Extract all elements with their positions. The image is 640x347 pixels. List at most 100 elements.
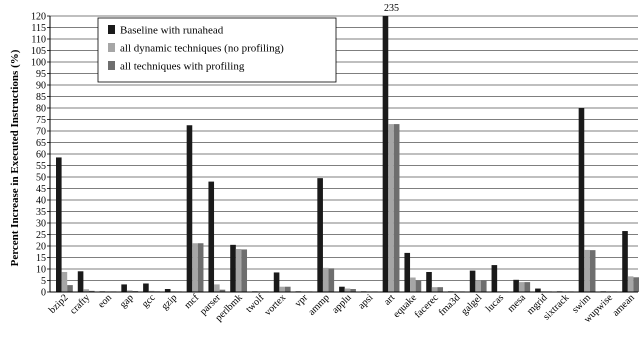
legend-label-series-2: all dynamic techniques (no profiling) [120,43,284,55]
legend-swatch-series-2 [108,43,115,52]
y-tick-label: 30 [36,219,46,230]
bar-mesa-series-1 [513,279,519,292]
y-axis-label: Percent Increase in Executed Instruction… [9,49,21,266]
y-tick-label: 55 [36,161,46,172]
legend-swatch-series-3 [108,61,115,70]
bar-applu-series-1 [339,286,345,292]
bar-ammp-series-1 [317,178,323,292]
bar-art-series-2 [388,124,394,292]
bar-ammp-series-3 [328,268,335,292]
bar-bzip2-series-3 [67,285,73,292]
bar-parser-series-2 [214,284,220,292]
bar-perlbmk-series-2 [235,248,242,292]
bar-parser-series-1 [208,181,215,292]
y-tick-label: 15 [36,253,46,264]
bar-mesa-series-2 [518,282,525,292]
bar-bzip2-series-2 [61,271,68,292]
axes [47,15,638,293]
bar-crafty-series-2 [83,289,89,292]
annotations: 235 [384,3,399,14]
x-tick-label: art [382,292,397,307]
y-tick-labels: 0510152025303540455055606570758085909510… [31,12,46,299]
y-tick-label: 35 [36,207,46,218]
x-tick-label: lucas [484,292,506,314]
legend: Baseline with runahead all dynamic techni… [97,17,337,83]
bar-facerec-series-3 [437,287,444,292]
bar-crafty-series-1 [77,271,84,292]
y-tick-label: 25 [36,230,46,241]
x-tick-label: applu [330,292,353,315]
x-tick-label: gcc [140,292,158,310]
bar-perlbmk-series-1 [230,244,236,292]
y-tick-label: 45 [36,184,46,195]
bar-gap-series-2 [126,290,133,292]
bar-amean-series-2 [627,276,634,292]
x-tick-label: eon [96,292,114,310]
bar-mgrid-series-1 [535,288,541,292]
bar-facerec-series-1 [426,271,432,292]
x-tick-label: fma3d [437,292,463,318]
bar-galgel-series-3 [480,280,487,292]
bar-gcc-series-1 [143,283,149,292]
x-tick-label: apsi [356,292,375,311]
bar-gap-series-1 [121,284,127,292]
legend-box [97,17,337,83]
bar-gzip-series-1 [164,289,171,292]
bar-mcf-series-2 [192,243,198,292]
x-tick-label: gap [118,292,136,310]
bar-parser-series-3 [219,289,226,292]
bar-value-annotation: 235 [384,3,399,14]
x-tick-label: galgel [459,292,484,317]
bar-galgel-series-2 [475,280,481,292]
bar-galgel-series-1 [469,270,476,292]
bar-swim-series-1 [578,108,585,292]
y-tick-label: 20 [36,242,46,253]
y-tick-label: 120 [31,12,46,23]
y-tick-label: 95 [36,69,46,80]
bar-art-series-1 [382,16,389,292]
bar-mcf-series-3 [197,243,204,292]
x-tick-label: vortex [262,292,288,318]
bar-ammp-series-2 [322,267,329,292]
bar-mcf-series-1 [186,125,193,292]
y-tick-label: 65 [36,138,46,149]
bar-amean-series-3 [633,277,640,292]
y-tick-label: 40 [36,196,46,207]
y-tick-label: 115 [31,23,46,34]
bar-applu-series-2 [344,288,351,292]
y-tick-label: 100 [31,58,46,69]
bar-perlbmk-series-3 [241,249,248,292]
y-tick-label: 75 [36,115,46,126]
y-tick-label: 90 [36,81,46,92]
gridlines [50,15,638,281]
x-tick-label: amean [611,292,637,318]
bar-vortex-series-2 [279,286,285,292]
x-tick-label: ammp [306,292,331,317]
bar-swim-series-2 [584,249,590,292]
y-tick-label: 80 [36,104,46,115]
bar-mesa-series-3 [524,282,531,292]
bar-vortex-series-1 [273,272,280,292]
x-tick-label: mesa [506,292,529,315]
bar-art-series-3 [393,124,400,292]
bar-applu-series-3 [350,289,356,292]
y-tick-label: 0 [41,288,46,299]
y-tick-label: 5 [41,276,46,287]
bar-lucas-series-1 [491,265,498,292]
y-tick-label: 10 [36,265,46,276]
legend-swatch-series-1 [108,25,115,34]
y-tick-label: 70 [36,127,46,138]
bar-equake-series-2 [410,277,416,292]
bar-equake-series-3 [415,280,422,292]
bar-vortex-series-3 [284,286,291,292]
bars [56,16,640,292]
x-tick-label: crafty [68,292,92,316]
y-tick-label: 60 [36,150,46,161]
y-tick-label: 110 [31,35,46,46]
bar-crafty-series-3 [88,290,95,292]
bar-amean-series-1 [622,231,628,292]
y-tick-label: 50 [36,173,46,184]
bar-equake-series-1 [404,252,411,292]
